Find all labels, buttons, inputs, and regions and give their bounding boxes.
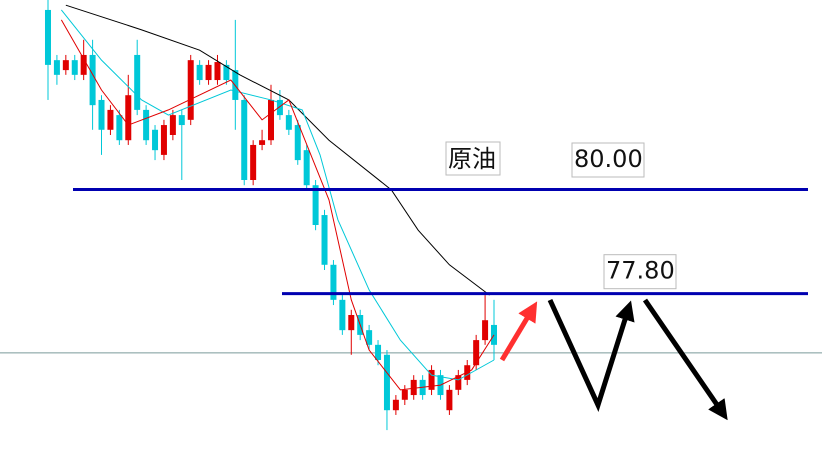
annotation: 原油 [448,145,496,173]
candle-body [241,99,248,180]
candle-body [473,340,480,366]
candle-body [267,99,274,141]
candle-body [366,330,373,345]
candle-body [339,299,346,331]
candle-body [491,324,498,345]
candle-body [446,389,453,411]
candle-body [53,60,60,75]
candle-body [348,315,355,331]
candle-body [143,109,150,141]
candle-body [169,115,176,135]
moving-average [65,4,490,296]
plot [0,0,822,431]
candle-body [107,109,114,130]
candle-body [214,62,221,81]
candle-body [178,115,185,126]
candle-body [401,389,408,400]
candle-body [410,379,417,396]
candle-body [312,185,319,225]
candle-body [187,60,194,120]
candle-body [205,64,212,81]
candle-body [259,140,266,145]
candle-body [98,99,105,130]
candle-body [330,264,337,300]
candle-body [294,125,301,161]
candle-body [223,64,230,81]
candle-body [455,375,462,390]
level-label: 80.00 [574,145,643,173]
candle-body [62,60,69,71]
candle-body [89,54,96,106]
moving-average [60,9,495,381]
label-box [571,142,645,178]
candle-body [428,369,435,390]
candle-body [321,215,328,265]
candle-body [44,9,51,65]
candle-body [375,344,382,360]
candle-body [383,354,390,411]
candle-body [125,95,132,141]
black-arrow [547,298,635,412]
label-box [445,141,501,176]
candle-body [482,320,489,341]
candle-body [196,64,203,81]
red-arrow [499,301,538,362]
candle-body [152,129,159,151]
candle-body [80,54,87,75]
moving-average [60,19,495,391]
candle-body [116,115,123,141]
label-box [603,254,677,290]
black-arrow [642,298,728,421]
candle-body [392,399,399,411]
candle-body [134,54,141,110]
candle-body [276,99,283,116]
candle-body [303,150,310,186]
candle-body [71,60,78,75]
candle-body [285,115,292,130]
candle-body [250,144,257,180]
candle-body [160,125,167,155]
level-label: 77.80 [606,257,675,285]
